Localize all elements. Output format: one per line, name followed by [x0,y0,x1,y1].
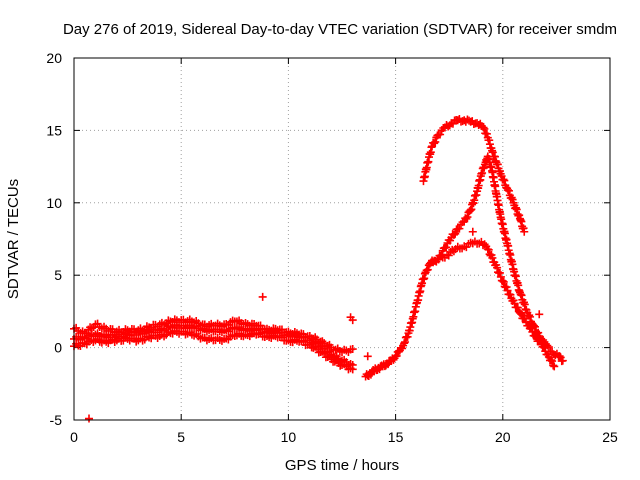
data-point [323,341,332,350]
data-point [520,314,529,323]
data-point [330,357,339,366]
data-point [403,332,412,341]
data-point [348,316,357,325]
data-point [530,322,539,331]
data-point [455,224,464,233]
data-point [513,303,522,312]
data-point [444,251,453,260]
data-point [468,227,477,236]
y-tick-label: 10 [46,195,62,211]
data-point [517,310,526,319]
data-point [82,329,91,338]
data-point [449,230,458,239]
data-point [348,365,357,374]
chart-title: Day 276 of 2019, Sidereal Day-to-day VTE… [63,21,617,38]
x-tick-label: 0 [70,429,78,445]
data-point [85,414,94,423]
data-point [401,338,410,347]
data-point [504,186,513,195]
data-point [479,123,488,132]
data-point [480,124,489,133]
data-point [400,339,409,348]
data-point [511,203,520,212]
data-point [549,361,558,370]
data-point [550,362,559,371]
data-point [430,139,439,148]
data-point [525,311,534,320]
data-point [318,337,327,346]
x-tick-label: 20 [495,429,511,445]
data-point [535,310,544,319]
y-tick-labels: -5 0 5 10 15 20 [46,50,62,428]
data-point [499,277,508,286]
data-point [520,227,529,236]
data-point [431,137,440,146]
data-point [488,253,497,262]
y-tick-label: 15 [46,122,62,138]
data-point [87,324,96,333]
data-point [498,276,507,285]
data-point [482,129,491,138]
data-point [530,332,539,341]
data-point [309,343,318,352]
data-point [423,265,432,274]
data-point [484,245,493,254]
data-point [547,356,556,365]
data-point [517,291,526,300]
data-point [499,175,508,184]
data-point [516,290,525,299]
y-tick-label: -5 [50,412,63,428]
data-point [451,229,460,238]
x-axis-label: GPS time / hours [285,457,399,474]
x-tick-label: 5 [177,429,185,445]
data-point [500,176,509,185]
data-point [436,130,445,139]
data-point [539,343,548,352]
data-point [493,263,502,272]
x-tick-label: 25 [602,429,618,445]
data-point [506,290,515,299]
data-point [515,308,524,317]
data-point [258,292,267,301]
y-tick-label: 20 [46,50,62,66]
plot-frame [73,57,611,421]
data-point [512,205,521,214]
x-tick-label: 10 [281,429,297,445]
data-point [392,351,401,360]
data-point [528,327,537,336]
data-point [348,345,357,354]
data-point [363,352,372,361]
data-point [515,211,524,220]
x-tick-label: 15 [388,429,404,445]
data-point [465,207,474,216]
y-tick-label: 0 [54,340,62,356]
data-point [495,268,504,277]
data-points [70,115,567,423]
data-point [442,243,451,252]
y-tick-label: 5 [54,267,62,283]
data-point [513,210,522,219]
data-point [548,357,557,366]
data-point [496,272,505,281]
data-point [527,324,536,333]
x-tick-labels: 0 5 10 15 20 25 [70,429,618,445]
data-point [502,283,511,292]
y-axis-label: SDTVAR / TECUs [5,179,22,299]
data-point [463,213,472,222]
data-point [555,352,564,361]
data-point [526,312,535,321]
data-point [462,214,471,223]
data-point [520,300,529,309]
data-point [558,356,567,365]
